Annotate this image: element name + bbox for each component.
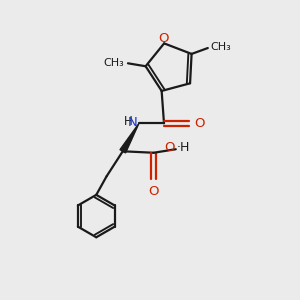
- Text: O: O: [165, 141, 175, 154]
- Text: CH₃: CH₃: [210, 42, 231, 52]
- Polygon shape: [120, 123, 139, 153]
- Text: O: O: [194, 117, 205, 130]
- Text: CH₃: CH₃: [104, 58, 124, 68]
- Text: N: N: [128, 116, 137, 129]
- Text: O: O: [158, 32, 169, 46]
- Text: H: H: [124, 115, 133, 128]
- Text: ·H: ·H: [177, 141, 190, 154]
- Text: O: O: [148, 184, 159, 198]
